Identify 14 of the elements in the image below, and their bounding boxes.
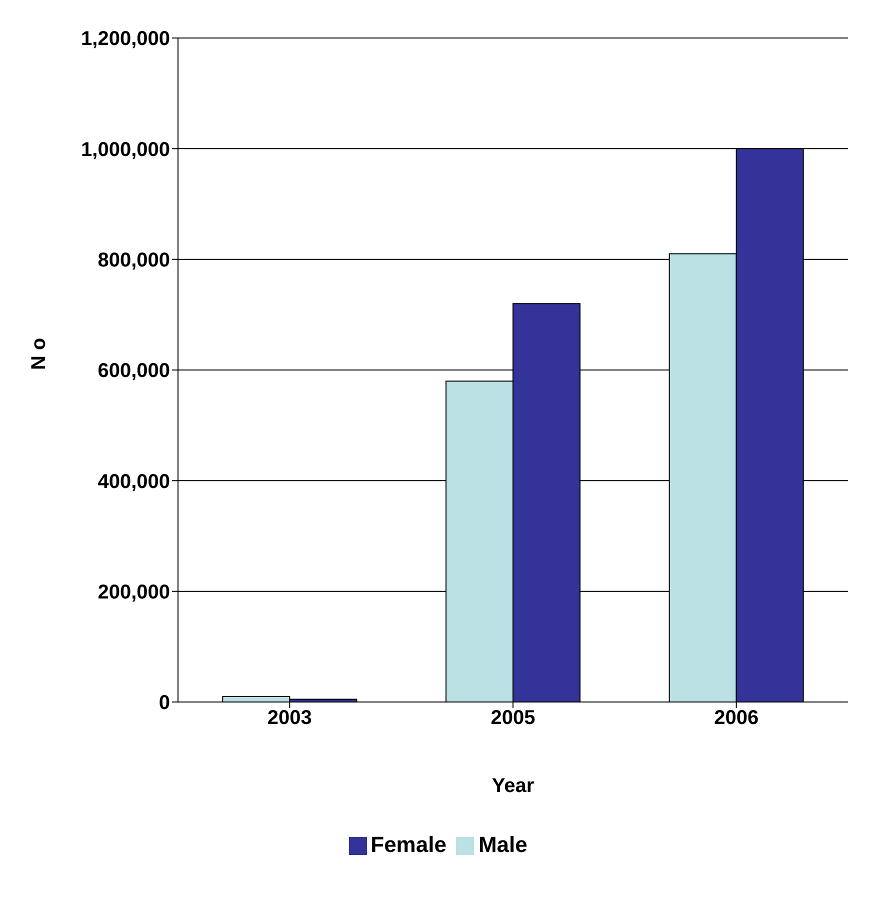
y-tick-label: 800,000	[98, 249, 170, 272]
legend-label: Female	[370, 832, 446, 857]
y-tick-label: 400,000	[98, 470, 170, 493]
y-tick-label: 600,000	[98, 360, 170, 382]
y-tick-label: 1,200,000	[81, 28, 170, 50]
y-tick-label: 200,000	[98, 581, 170, 604]
x-tick-label: 2003	[267, 707, 312, 730]
y-axis-title: N o	[28, 338, 50, 370]
y-tick-label: 0	[158, 692, 170, 714]
x-tick-label: 2005	[490, 707, 536, 730]
y-tick-label: 1,000,000	[81, 138, 170, 161]
x-axis-title: Year	[492, 775, 534, 797]
x-tick-label: 2006	[714, 707, 759, 730]
legend-label: Male	[478, 832, 528, 857]
